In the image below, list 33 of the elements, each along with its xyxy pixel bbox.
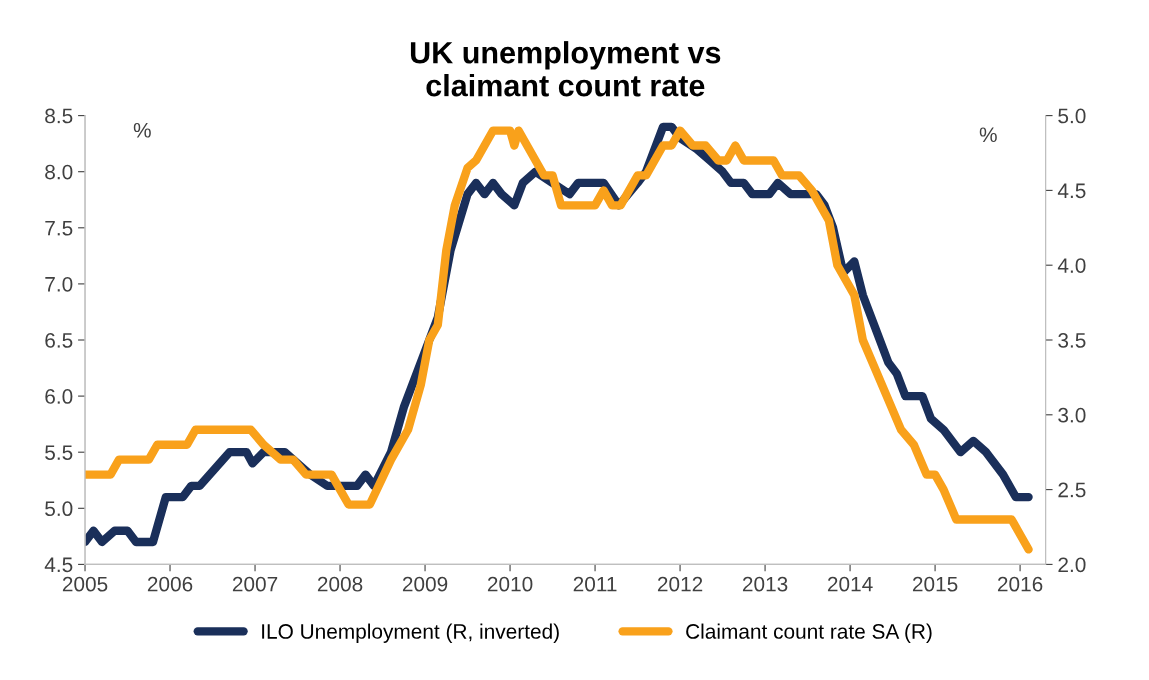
x-tick-label: 2006 <box>147 576 193 592</box>
x-tick-label: 2010 <box>487 576 533 592</box>
chart-title: UK unemployment vs claimant count rate <box>410 41 721 97</box>
x-tick-label: 2008 <box>317 576 363 592</box>
y-tick-label: 7.0 <box>45 276 73 292</box>
x-tick-label: 2014 <box>827 576 873 592</box>
y2-tick-label: 5.0 <box>1058 108 1086 124</box>
annotation: % <box>133 122 151 138</box>
y2-tick-label: 4.0 <box>1057 258 1086 273</box>
y2-tick-label: 3.5 <box>1058 333 1086 348</box>
x-tick-label: 2012 <box>657 576 703 592</box>
x-tick-label: 2009 <box>402 576 448 592</box>
y-tick-label: 8.5 <box>45 108 73 124</box>
x-tick-label: 2011 <box>573 576 617 592</box>
y2-tick-label: 4.5 <box>1057 183 1086 199</box>
y-tick-label: 7.5 <box>45 221 73 236</box>
y-tick-label: 5.5 <box>45 445 73 460</box>
y2-tick-label: 2.0 <box>1058 557 1086 573</box>
x-tick-label: 2015 <box>912 576 958 592</box>
x-tick-label: 2005 <box>62 576 108 592</box>
y-tick-label: 8.0 <box>45 164 73 180</box>
y2-tick-label: 3.0 <box>1058 407 1086 423</box>
x-tick-label: 2016 <box>997 576 1043 592</box>
y-tick-label: 5.0 <box>45 501 73 517</box>
legend-label: Claimant count rate SA (R) <box>686 623 932 643</box>
y-tick-label: 6.5 <box>45 333 73 348</box>
y-tick-label: 4.5 <box>44 557 73 573</box>
x-tick-label: 2007 <box>232 576 278 592</box>
y-tick-label: 6.0 <box>45 389 73 404</box>
annotation: % <box>979 127 997 143</box>
x-tick-label: 2013 <box>742 576 788 592</box>
legend-label: ILO Unemployment (R, inverted) <box>262 623 559 643</box>
y2-tick-label: 2.5 <box>1058 482 1086 498</box>
